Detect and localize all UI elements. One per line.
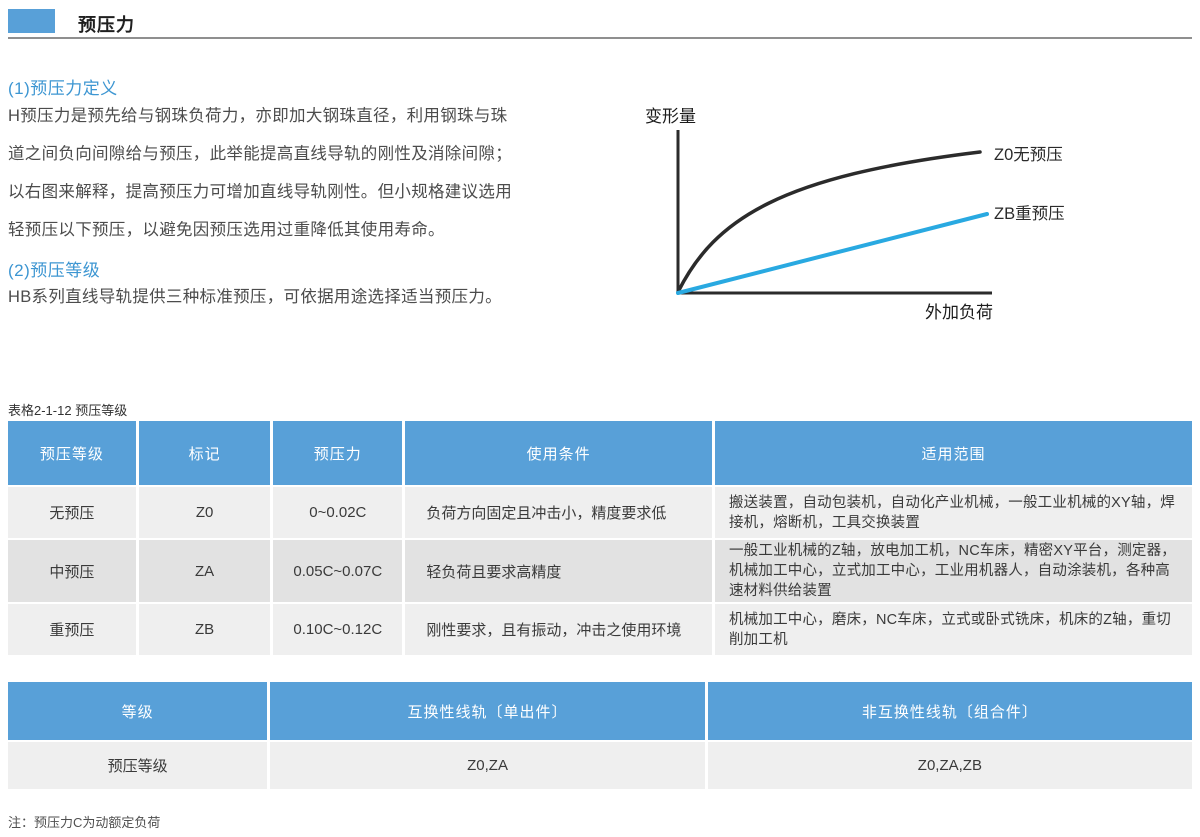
page-title: 预压力 [78,15,135,35]
section-1-heading: (1)预压力定义 [8,79,118,98]
table2-cell-grade: 预压等级 [8,742,268,789]
table1-cell-mark: ZB [138,604,271,655]
title-divider [8,37,1192,39]
interchangeability-table: 等级 互换性线轨〔单出件〕 非互换性线轨〔组合件〕 预压等级 Z0,ZA Z0,… [8,682,1192,789]
table1-header-grade: 预压等级 [8,421,136,485]
preload-grade-table: 预压等级 标记 预压力 使用条件 适用范围 无预压 Z0 0~0.02C 负荷方… [8,421,1192,655]
table2-header-non-interchangeable: 非互换性线轨〔组合件〕 [707,682,1192,740]
zb-line [676,212,989,295]
section-2-heading: (2)预压等级 [8,261,101,280]
table1-cell-mark: Z0 [138,487,271,538]
table2-cell-interchangeable: Z0,ZA [270,742,705,789]
z0-series-label: Z0无预压 [994,145,1063,164]
section-2-body: HB系列直线导轨提供三种标准预压，可依据用途选择适当预压力。 [8,288,502,306]
table1-cell-application: 搬送装置，自动包装机，自动化产业机械，一般工业机械的XY轴，焊接机，熔断机，工具… [714,487,1192,538]
x-axis-label: 外加负荷 [925,303,993,322]
table1-header-mark: 标记 [138,421,271,485]
table1-cell-condition: 轻负荷且要求高精度 [405,540,712,602]
preload-deformation-chart: 变形量 外加负荷 Z0无预压 ZB重预压 [620,90,1190,340]
table1-cell-condition: 负荷方向固定且冲击小，精度要求低 [405,487,712,538]
table1-cell-condition: 刚性要求，且有振动，冲击之使用环境 [405,604,712,655]
table1-cell-force: 0.05C~0.07C [273,540,403,602]
table1-cell-force: 0~0.02C [273,487,403,538]
chart-canvas: 变形量 外加负荷 Z0无预压 ZB重预压 [645,107,1065,322]
table1-caption: 表格2-1-12 预压等级 [8,403,128,418]
table2-header-grade: 等级 [8,682,268,740]
table2-header-interchangeable: 互换性线轨〔单出件〕 [270,682,705,740]
table1-header-force: 预压力 [273,421,403,485]
table2-cell-non-interchangeable: Z0,ZA,ZB [707,742,1192,789]
table1-cell-mark: ZA [138,540,271,602]
table1-cell-grade: 重预压 [8,604,136,655]
z0-curve [676,150,982,294]
section-color-block [8,9,55,33]
table1-header-application: 适用范围 [714,421,1192,485]
footnote: 注：预压力C为动额定负荷 [8,815,161,830]
table1-cell-application: 机械加工中心，磨床，NC车床，立式或卧式铣床，机床的Z轴，重切削加工机 [714,604,1192,655]
y-axis-label: 变形量 [645,107,696,126]
table1-cell-grade: 中预压 [8,540,136,602]
table1-header-condition: 使用条件 [405,421,712,485]
table1-cell-force: 0.10C~0.12C [273,604,403,655]
zb-series-label: ZB重预压 [994,204,1065,223]
section-1-body: H预压力是预先给与钢珠负荷力，亦即加大钢珠直径，利用钢珠与珠 道之间负向间隙给与… [8,107,512,239]
table1-cell-grade: 无预压 [8,487,136,538]
table1-cell-application: 一般工业机械的Z轴，放电加工机，NC车床，精密XY平台，测定器，机械加工中心，立… [714,540,1192,602]
